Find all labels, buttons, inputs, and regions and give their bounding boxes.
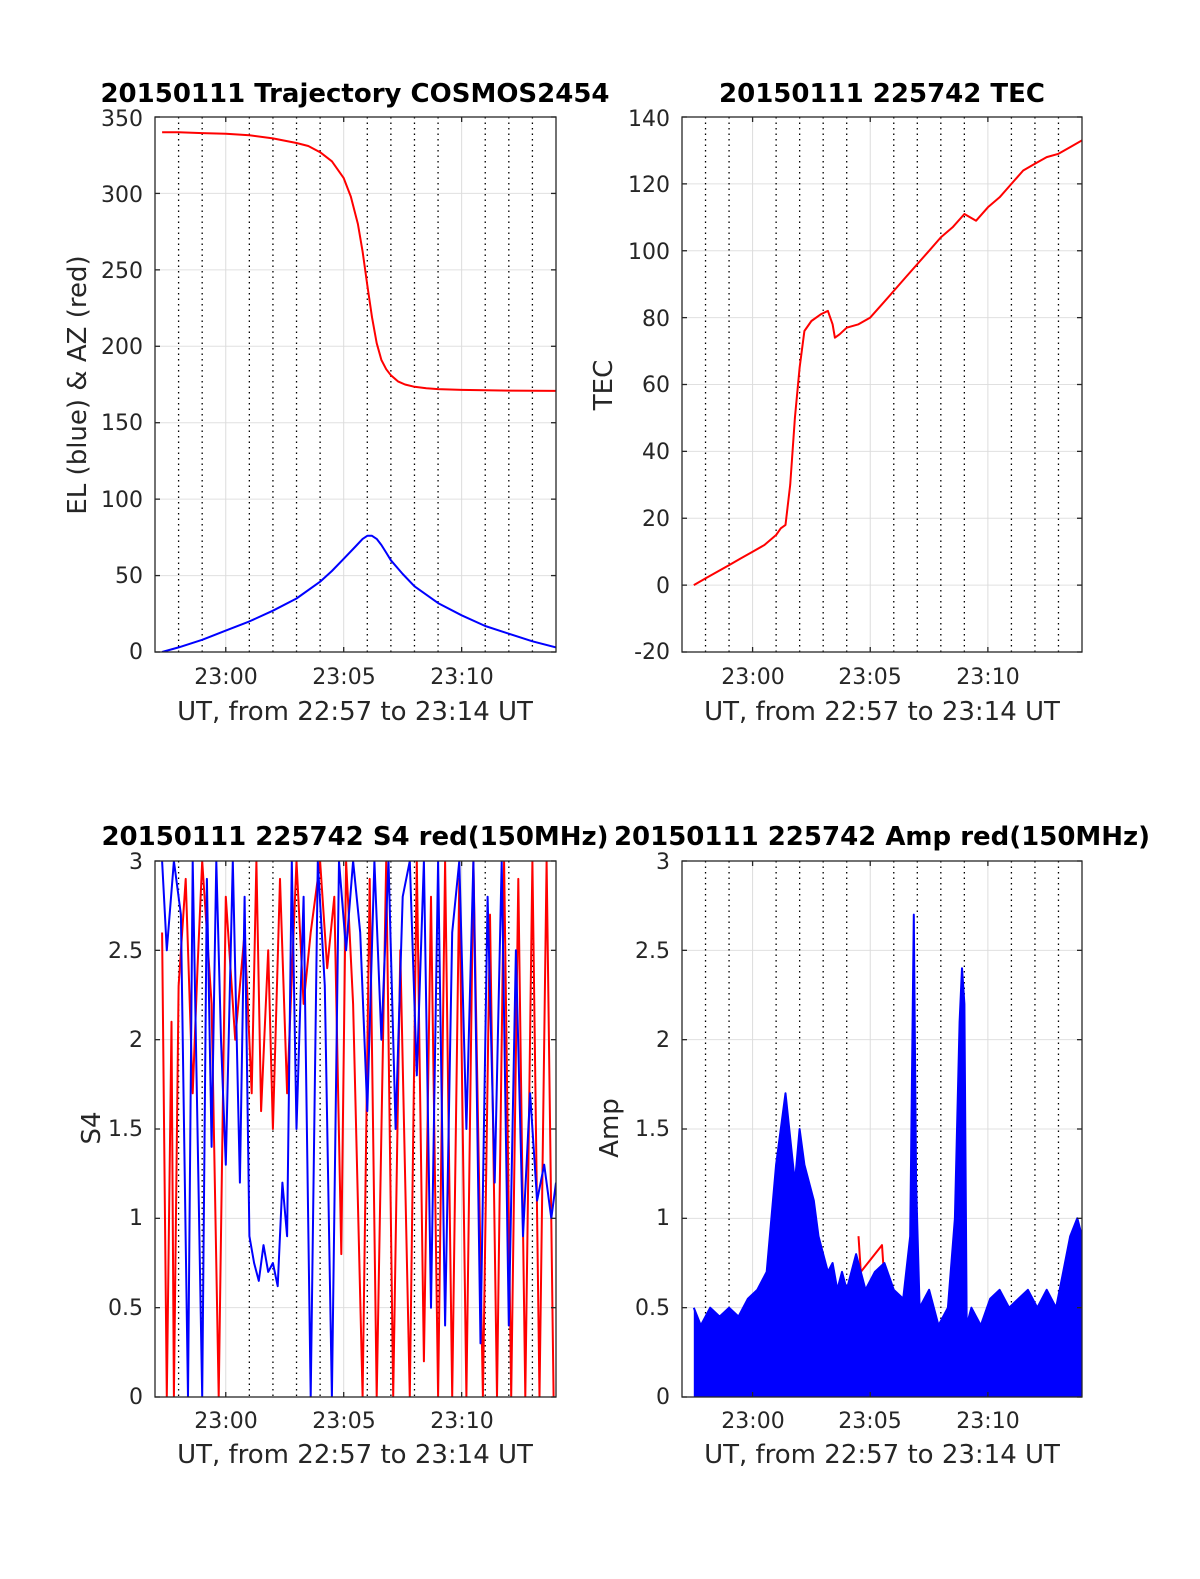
y-tick-label: 1.5 (635, 1117, 670, 1142)
x-tick-label: 23:00 (721, 665, 784, 690)
y-tick-label: 80 (642, 307, 670, 332)
y-tick-label: 0 (129, 1385, 143, 1410)
y-axis-label: S4 (77, 1111, 107, 1144)
y-tick-label: 40 (642, 440, 670, 465)
chart-title: 20150111 Trajectory COSMOS2454 (100, 79, 609, 109)
chart-title: 20150111 225742 S4 red(150MHz) (101, 822, 608, 852)
x-axis-label: UT, from 22:57 to 23:14 UT (177, 1440, 533, 1470)
y-tick-label: 2 (129, 1028, 143, 1053)
chart-panel-s4: 20150111 225742 S4 red(150MHz) S4 UT, fr… (77, 822, 609, 1470)
y-tick-label: 140 (628, 107, 670, 132)
y-tick-label: 0 (656, 574, 670, 599)
x-axis-label: UT, from 22:57 to 23:14 UT (177, 697, 533, 727)
y-tick-label: 1 (129, 1206, 143, 1231)
x-tick-label: 23:10 (956, 665, 1019, 690)
y-axis-label: EL (blue) & AZ (red) (63, 255, 93, 514)
chart-panel-amp: 20150111 225742 Amp red(150MHz) Amp UT, … (595, 822, 1150, 1470)
y-tick-label: 250 (101, 259, 143, 284)
x-axis-label: UT, from 22:57 to 23:14 UT (704, 1440, 1060, 1470)
series-line (161, 861, 555, 1397)
y-tick-label: 20 (642, 507, 670, 532)
chart-title: 20150111 225742 TEC (719, 79, 1045, 109)
y-tick-label: 1.5 (108, 1117, 143, 1142)
y-tick-label: 200 (101, 335, 143, 360)
axes-frame (154, 116, 557, 653)
y-tick-label: 60 (642, 373, 670, 398)
y-tick-label: -20 (634, 640, 670, 665)
y-tick-label: 0.5 (108, 1296, 143, 1321)
y-tick-label: 50 (115, 564, 143, 589)
y-tick-label: 3 (656, 850, 670, 875)
y-tick-label: 100 (101, 488, 143, 513)
series-area (693, 914, 1082, 1397)
plot-layer (154, 116, 1083, 1398)
x-tick-label: 23:10 (956, 1409, 1019, 1434)
y-tick-label: 350 (101, 107, 143, 132)
y-tick-label: 2.5 (108, 939, 143, 964)
chart-panel-trajectory: 20150111 Trajectory COSMOS2454 EL (blue)… (63, 79, 610, 727)
x-tick-label: 23:00 (194, 1409, 257, 1434)
x-tick-label: 23:00 (721, 1409, 784, 1434)
y-axis-label: TEC (589, 360, 619, 411)
x-tick-label: 23:00 (194, 665, 257, 690)
y-tick-label: 300 (101, 183, 143, 208)
y-tick-label: 0 (656, 1385, 670, 1410)
y-tick-label: 0 (129, 640, 143, 665)
series-line (161, 861, 556, 1397)
y-tick-label: 3 (129, 850, 143, 875)
y-tick-label: 120 (628, 173, 670, 198)
x-axis-label: UT, from 22:57 to 23:14 UT (704, 697, 1060, 727)
y-tick-label: 150 (101, 411, 143, 436)
y-tick-label: 0.5 (635, 1296, 670, 1321)
series-line (693, 139, 1082, 586)
x-tick-label: 23:05 (312, 1409, 375, 1434)
chart-title: 20150111 225742 Amp red(150MHz) (614, 822, 1150, 852)
y-tick-label: 1 (656, 1206, 670, 1231)
x-tick-label: 23:05 (838, 1409, 901, 1434)
x-tick-label: 23:10 (430, 1409, 493, 1434)
y-axis-label: Amp (595, 1098, 625, 1158)
series-line (161, 534, 556, 652)
y-tick-label: 100 (628, 240, 670, 265)
x-tick-label: 23:05 (838, 665, 901, 690)
x-tick-label: 23:10 (430, 665, 493, 690)
x-tick-label: 23:05 (312, 665, 375, 690)
chart-panel-tec: 20150111 225742 TEC TEC UT, from 22:57 t… (589, 79, 1060, 727)
y-tick-label: 2.5 (635, 939, 670, 964)
series-line (162, 131, 556, 392)
y-tick-label: 2 (656, 1028, 670, 1053)
